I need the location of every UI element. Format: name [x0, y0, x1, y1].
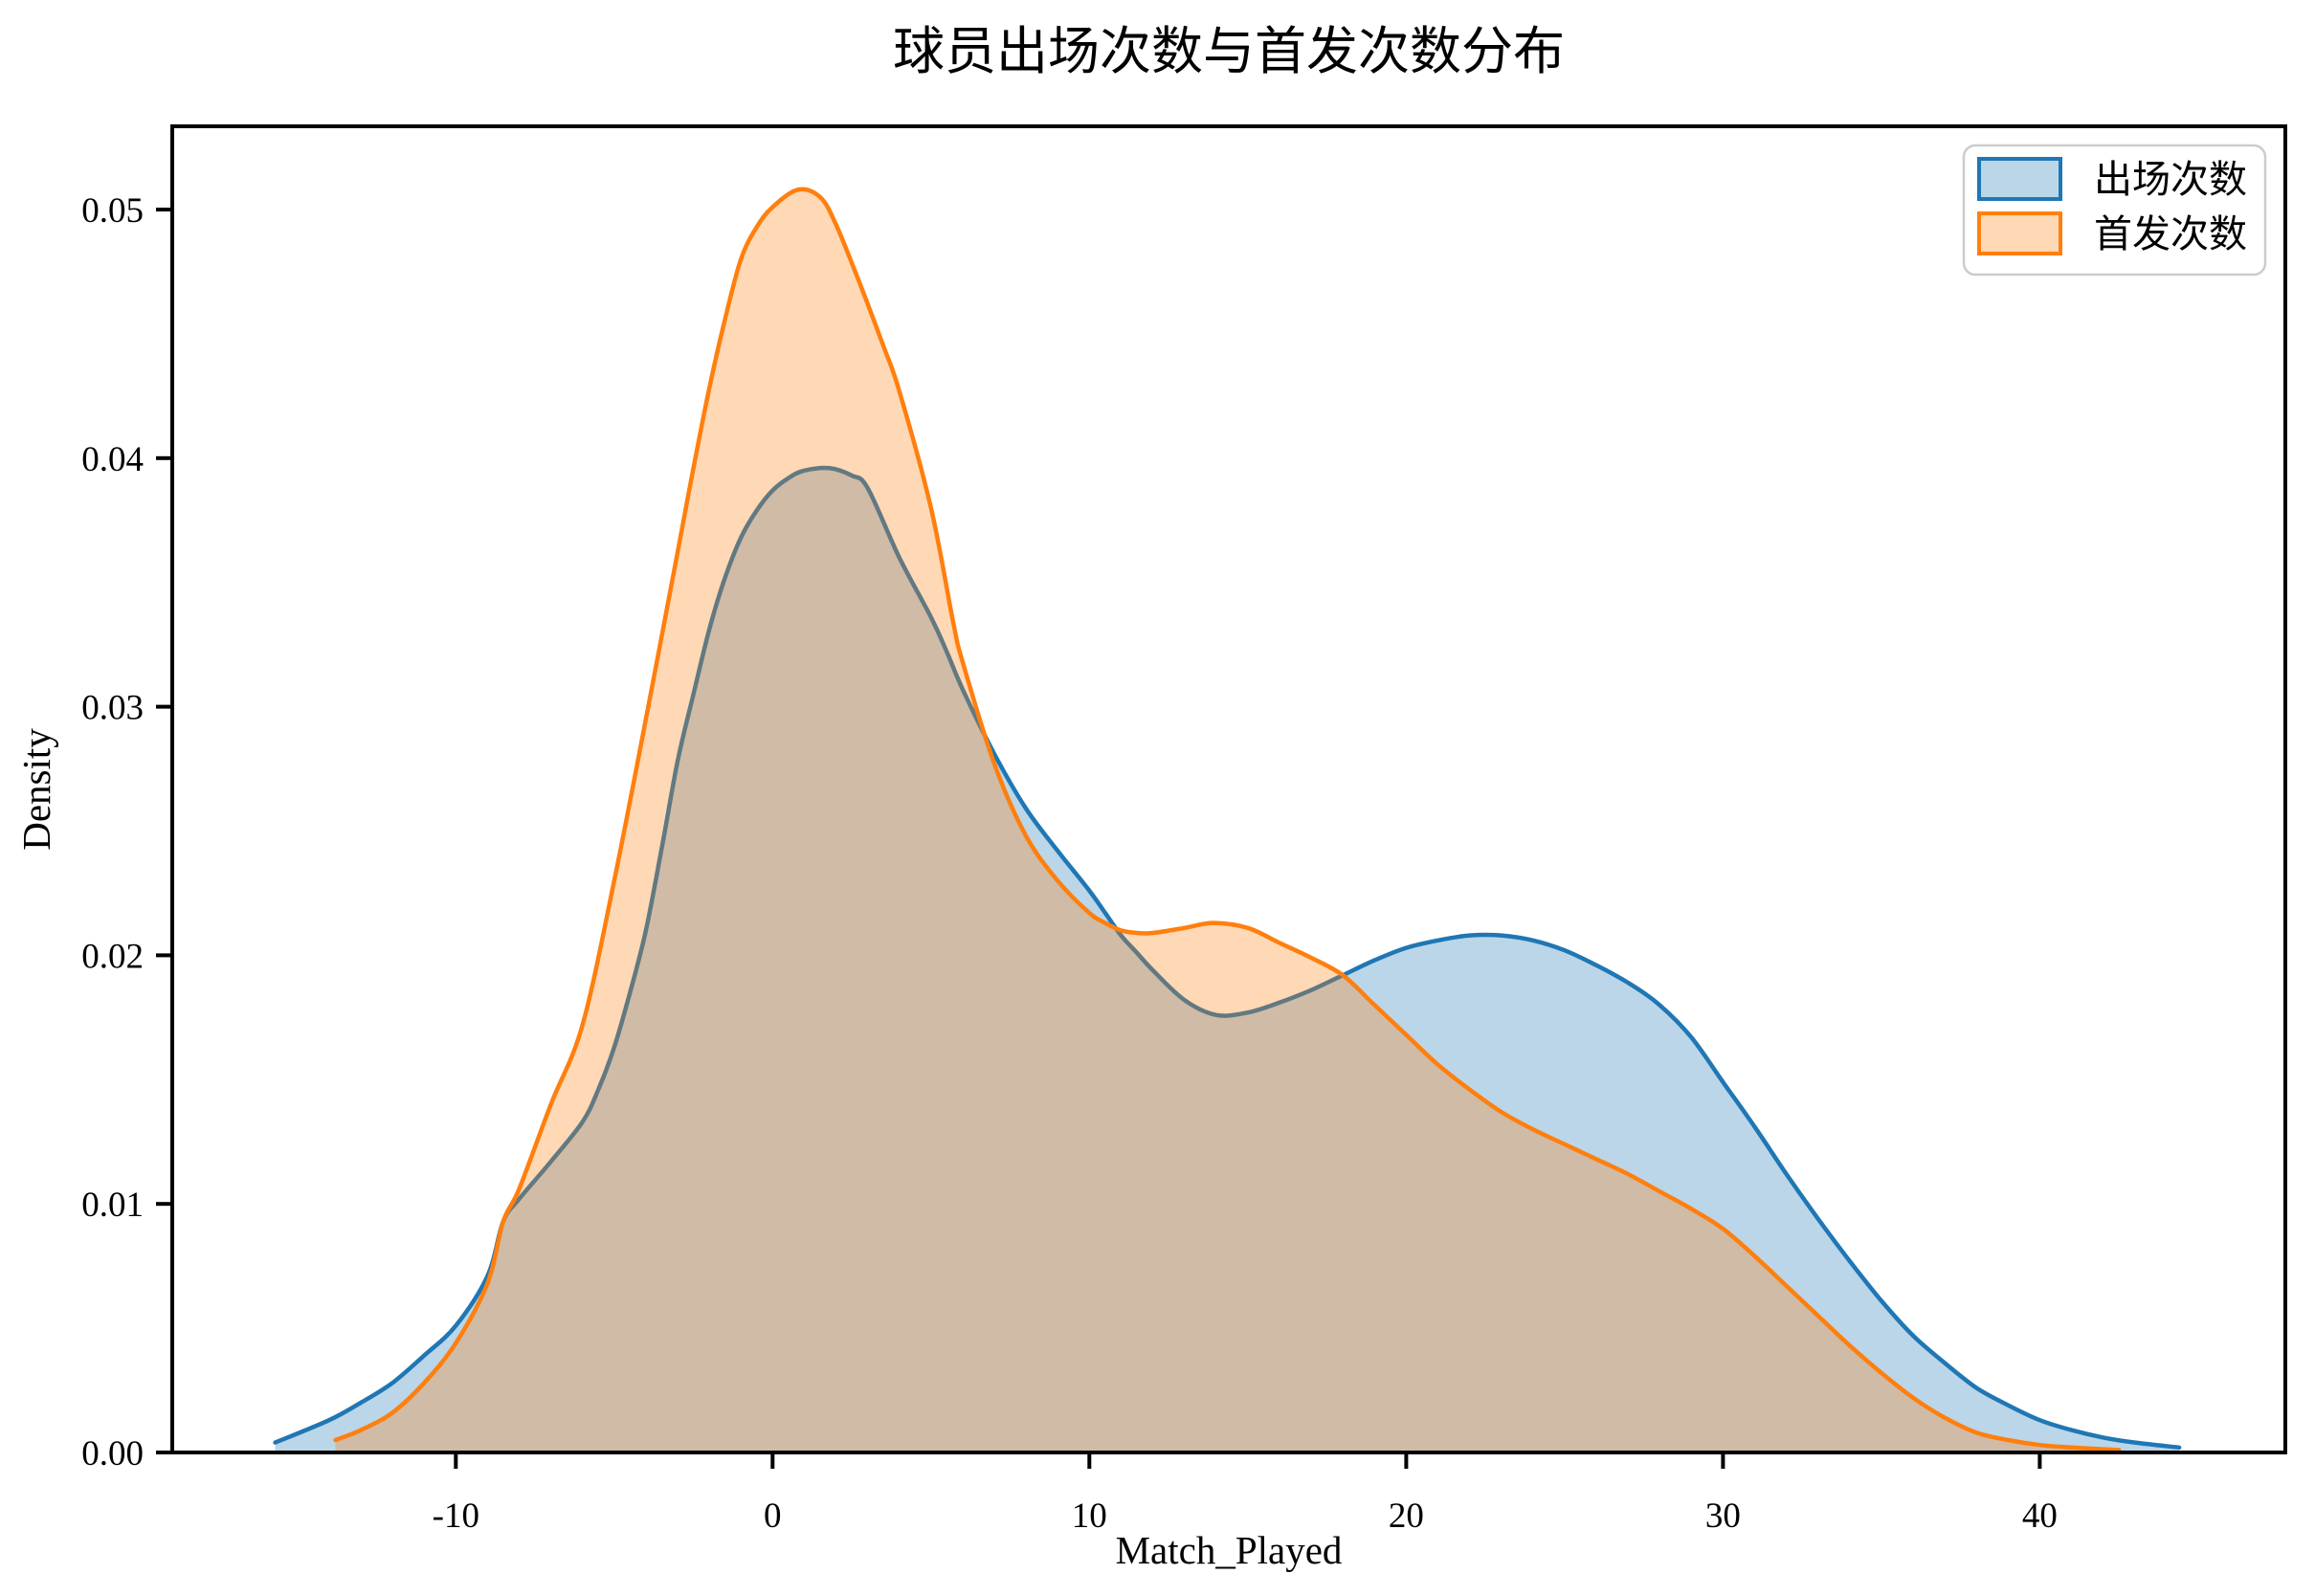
x-tick-label: 10 [1072, 1496, 1107, 1536]
kde-line-starts [333, 187, 2122, 1452]
legend-label-starts: 首发次数 [2094, 212, 2247, 255]
x-tick-label: 20 [1389, 1496, 1424, 1536]
kde-series-group [273, 187, 2182, 1453]
legend-label-appearances: 出场次数 [2094, 158, 2247, 201]
axes-spines [170, 124, 2287, 1454]
y-tick-label: 0.01 [81, 1186, 144, 1225]
legend: 出场次数 首发次数 [1962, 144, 2267, 277]
x-tick-label: 40 [2022, 1496, 2058, 1536]
x-tick-label: 30 [1705, 1496, 1741, 1536]
y-tick-label: 0.05 [81, 191, 144, 231]
legend-box [1962, 144, 2267, 277]
x-tick-label: 0 [764, 1496, 782, 1536]
kde-line-appearances [273, 465, 2182, 1451]
plot-area [172, 126, 2285, 1452]
kde-fill-appearances [275, 467, 2180, 1452]
legend-swatch-starts [1977, 211, 2062, 255]
kde-fill-starts [335, 188, 2120, 1453]
y-axis: 0.00 0.01 0.02 0.03 0.04 0.05 [81, 191, 170, 1474]
x-axis-label: Match_Played [1116, 1528, 1343, 1572]
x-tick-label: -10 [433, 1496, 479, 1536]
y-tick-label: 0.02 [81, 937, 144, 976]
legend-swatch-appearances [1977, 157, 2062, 201]
y-tick-label: 0.03 [81, 689, 144, 728]
chart-title: 球员出场次数与首发次数分布 [893, 23, 1565, 80]
y-tick-label: 0.04 [81, 440, 144, 479]
y-axis-label: Density [14, 728, 58, 851]
x-axis: -10 0 10 20 30 40 [433, 1454, 2058, 1536]
y-tick-label: 0.00 [81, 1434, 144, 1474]
